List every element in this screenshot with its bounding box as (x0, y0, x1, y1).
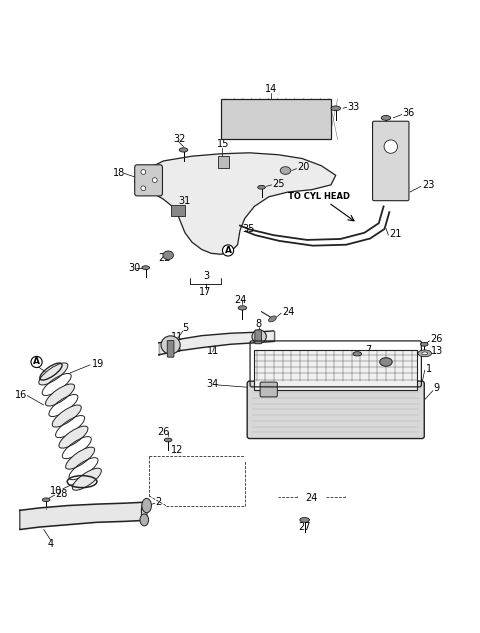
Text: 29: 29 (400, 353, 413, 363)
FancyBboxPatch shape (247, 381, 424, 439)
Text: 1: 1 (426, 364, 432, 374)
FancyBboxPatch shape (135, 165, 162, 196)
Text: 28: 28 (56, 489, 68, 499)
Text: 6: 6 (174, 344, 180, 354)
Text: 4: 4 (48, 539, 54, 549)
Ellipse shape (142, 502, 147, 520)
Ellipse shape (269, 316, 276, 322)
Ellipse shape (59, 426, 88, 448)
Text: 26: 26 (157, 427, 169, 437)
Polygon shape (135, 153, 336, 254)
Bar (221, 99, 331, 139)
Ellipse shape (141, 186, 146, 191)
FancyBboxPatch shape (372, 122, 409, 201)
Text: 36: 36 (403, 108, 415, 118)
Text: 27: 27 (299, 522, 311, 532)
FancyBboxPatch shape (167, 341, 174, 357)
Ellipse shape (179, 147, 188, 152)
Ellipse shape (252, 330, 266, 343)
Text: 15: 15 (217, 139, 229, 149)
Text: 5: 5 (182, 323, 189, 334)
Text: 32: 32 (173, 134, 185, 144)
Text: 14: 14 (265, 84, 277, 94)
Ellipse shape (418, 350, 432, 357)
Text: 17: 17 (199, 287, 212, 297)
Text: 11: 11 (206, 346, 219, 356)
Text: 31: 31 (179, 196, 191, 206)
Text: 19: 19 (92, 360, 104, 370)
Text: 30: 30 (129, 263, 141, 273)
Bar (218, 156, 229, 168)
Text: 11: 11 (170, 332, 183, 342)
Text: 34: 34 (206, 379, 219, 389)
Ellipse shape (142, 498, 152, 513)
Text: 20: 20 (298, 162, 310, 172)
Ellipse shape (238, 306, 247, 310)
Text: 16: 16 (15, 391, 27, 401)
Ellipse shape (42, 498, 50, 502)
Bar (170, 206, 185, 216)
Text: 7: 7 (365, 345, 372, 355)
Text: A: A (33, 358, 40, 367)
Ellipse shape (331, 106, 340, 111)
FancyBboxPatch shape (255, 330, 262, 344)
Ellipse shape (380, 358, 392, 367)
Text: 8: 8 (255, 318, 261, 329)
Ellipse shape (381, 115, 391, 120)
Ellipse shape (72, 468, 101, 491)
Text: 24: 24 (306, 493, 318, 503)
Text: TO CYL HEAD: TO CYL HEAD (288, 192, 350, 201)
Text: 25: 25 (273, 179, 285, 189)
Text: 24: 24 (234, 295, 247, 304)
Ellipse shape (153, 178, 157, 182)
Text: 35: 35 (242, 224, 255, 234)
Text: 26: 26 (431, 334, 443, 344)
Ellipse shape (353, 352, 361, 356)
Text: 2: 2 (156, 497, 162, 507)
Ellipse shape (164, 438, 172, 442)
FancyBboxPatch shape (260, 382, 277, 397)
Ellipse shape (142, 266, 150, 270)
Text: 18: 18 (113, 168, 125, 178)
Ellipse shape (300, 518, 310, 522)
Ellipse shape (161, 336, 180, 354)
Ellipse shape (141, 170, 146, 174)
Ellipse shape (46, 384, 74, 406)
Ellipse shape (140, 514, 149, 526)
Ellipse shape (420, 342, 428, 346)
Text: 12: 12 (170, 444, 183, 454)
Text: 10: 10 (49, 486, 62, 496)
Text: 24: 24 (282, 307, 295, 316)
Text: 22: 22 (158, 253, 171, 263)
Text: 21: 21 (389, 229, 402, 239)
Ellipse shape (384, 140, 397, 153)
Text: 3: 3 (204, 271, 210, 281)
Text: 13: 13 (432, 346, 444, 356)
Ellipse shape (422, 352, 428, 354)
Text: 23: 23 (422, 180, 434, 190)
Ellipse shape (163, 251, 173, 260)
Ellipse shape (52, 405, 81, 427)
Ellipse shape (66, 447, 95, 469)
Text: 33: 33 (348, 102, 360, 112)
Bar (254, 350, 417, 390)
Ellipse shape (39, 363, 68, 385)
Text: A: A (225, 246, 231, 255)
Ellipse shape (280, 166, 291, 174)
Text: 9: 9 (434, 384, 440, 393)
Ellipse shape (258, 185, 265, 189)
